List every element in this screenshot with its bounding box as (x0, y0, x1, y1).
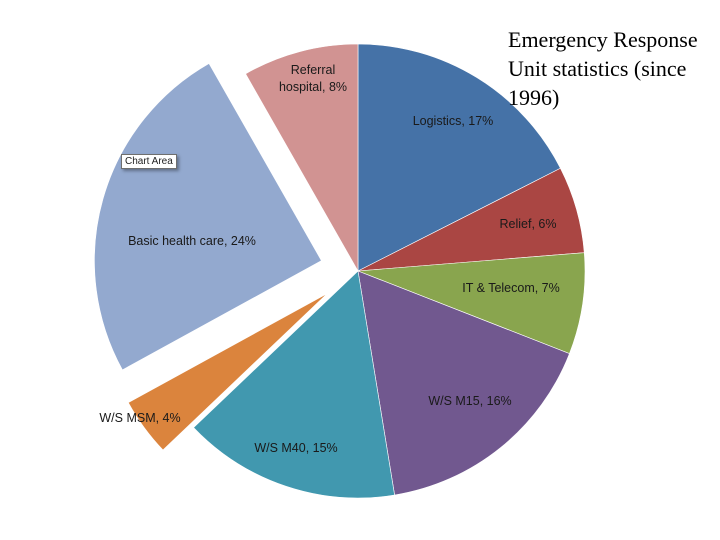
pie-slice-w-s-m15[interactable] (357, 270, 570, 496)
slice-label-w-s-msm: W/S MSM, 4% (99, 411, 180, 425)
chart-title: Emergency Response Unit statistics (sinc… (508, 27, 698, 110)
slice-label-logistics: Logistics, 17% (413, 114, 494, 128)
pie-slice-it-telecom[interactable] (357, 252, 586, 354)
slice-label-w-s-m40: W/S M40, 15% (254, 441, 337, 455)
pie-slice-w-s-m40[interactable] (193, 270, 395, 499)
pie-slice-basic-health-care[interactable] (94, 63, 322, 371)
pie-slice-logistics[interactable] (357, 43, 561, 272)
slice-label-relief: Relief, 6% (500, 217, 557, 231)
slice-label-w-s-m15: W/S M15, 16% (428, 394, 511, 408)
chart-area-tooltip: Chart Area (121, 154, 177, 169)
slice-label-referral-hospital: Referral hospital, 8% (279, 63, 347, 94)
pie-slice-w-s-msm[interactable] (127, 293, 328, 451)
slice-label-basic-health-care: Basic health care, 24% (128, 234, 256, 248)
pie-slice-referral-hospital[interactable] (245, 43, 359, 273)
slice-label-it-telecom: IT & Telecom, 7% (462, 281, 560, 295)
